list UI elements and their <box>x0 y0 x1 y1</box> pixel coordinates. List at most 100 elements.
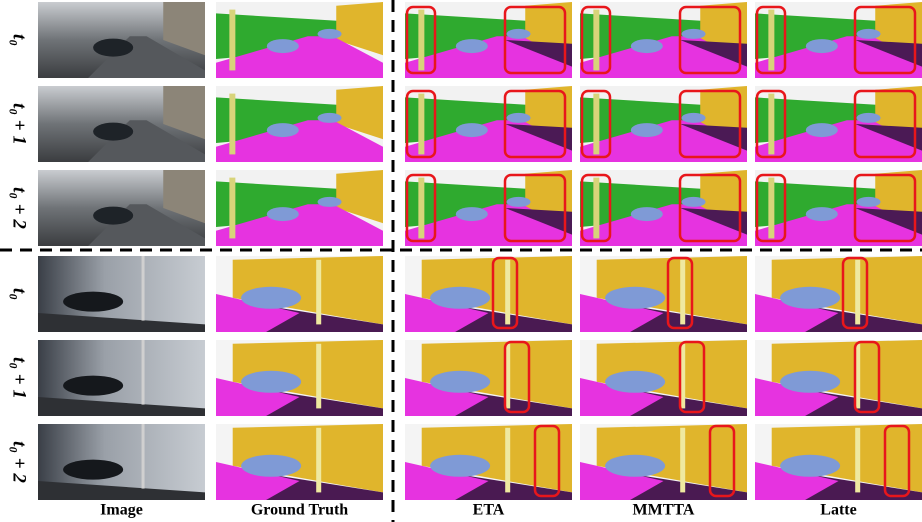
image-cell <box>405 86 572 162</box>
car <box>780 455 840 477</box>
car <box>318 113 342 123</box>
pole <box>593 94 599 155</box>
car <box>241 455 301 477</box>
car <box>806 207 838 221</box>
pole <box>505 428 510 493</box>
row-label: t₀ <box>9 34 30 46</box>
car <box>857 29 881 39</box>
image-cell <box>580 256 747 332</box>
pole <box>418 10 424 71</box>
row-label: t₀ + 2 <box>9 441 30 483</box>
car <box>806 123 838 137</box>
pole <box>593 10 599 71</box>
car <box>63 460 123 480</box>
car <box>857 197 881 207</box>
column-label: Image <box>100 502 143 519</box>
car <box>456 39 488 53</box>
car <box>780 287 840 309</box>
image-cell <box>38 86 205 162</box>
image-cell <box>216 424 383 500</box>
car <box>430 455 490 477</box>
car <box>605 455 665 477</box>
pole <box>229 178 235 239</box>
image-cell <box>216 170 383 246</box>
image-cell <box>38 424 205 500</box>
car <box>682 29 706 39</box>
pole <box>855 428 860 493</box>
car <box>456 123 488 137</box>
image-cell <box>755 170 922 246</box>
pole <box>229 10 235 71</box>
pole <box>593 178 599 239</box>
car <box>430 371 490 393</box>
car <box>63 376 123 396</box>
car <box>267 207 299 221</box>
pole <box>768 10 774 71</box>
car <box>507 197 531 207</box>
car <box>456 207 488 221</box>
figure: t₀t₀ + 1t₀ + 2t₀t₀ + 1t₀ + 2ImageGround … <box>0 0 922 522</box>
car <box>507 29 531 39</box>
image-cell <box>755 256 922 332</box>
image-cell <box>216 2 383 78</box>
car <box>857 113 881 123</box>
car <box>430 287 490 309</box>
image-cell <box>38 170 205 246</box>
car <box>318 29 342 39</box>
row-label: t₀ + 2 <box>9 187 30 229</box>
car <box>267 39 299 53</box>
column-label: Ground Truth <box>251 502 348 519</box>
column-label: Latte <box>820 502 856 519</box>
car <box>780 371 840 393</box>
pole <box>680 260 685 325</box>
row-label: t₀ + 1 <box>9 357 30 399</box>
pole <box>418 94 424 155</box>
car <box>682 113 706 123</box>
car <box>507 113 531 123</box>
image-cell <box>580 2 747 78</box>
image-cell <box>405 2 572 78</box>
car <box>631 39 663 53</box>
car <box>605 287 665 309</box>
image-cell <box>580 170 747 246</box>
pole <box>142 256 145 321</box>
image-cell <box>216 256 383 332</box>
pole <box>505 260 510 325</box>
pole <box>316 260 321 325</box>
image-cell <box>580 424 747 500</box>
image-cell <box>755 424 922 500</box>
car <box>605 371 665 393</box>
car <box>631 123 663 137</box>
pole <box>316 344 321 409</box>
pole <box>229 94 235 155</box>
car <box>93 123 133 141</box>
car <box>682 197 706 207</box>
car <box>241 287 301 309</box>
pole <box>142 424 145 489</box>
image-cell <box>405 256 572 332</box>
pole <box>316 428 321 493</box>
car <box>93 39 133 57</box>
column-label: MMTTA <box>633 502 695 519</box>
image-cell <box>405 170 572 246</box>
image-cell <box>38 256 205 332</box>
row-label: t₀ <box>9 288 30 300</box>
car <box>93 207 133 225</box>
car <box>806 39 838 53</box>
pole <box>680 428 685 493</box>
image-cell <box>755 2 922 78</box>
image-cell <box>405 340 572 416</box>
image-cell <box>580 340 747 416</box>
car <box>267 123 299 137</box>
car <box>318 197 342 207</box>
pole <box>855 260 860 325</box>
image-cell <box>755 340 922 416</box>
car <box>241 371 301 393</box>
pole <box>768 178 774 239</box>
pole <box>142 340 145 405</box>
image-cell <box>216 340 383 416</box>
column-label: ETA <box>473 502 505 519</box>
car <box>631 207 663 221</box>
pole <box>418 178 424 239</box>
image-cell <box>216 86 383 162</box>
